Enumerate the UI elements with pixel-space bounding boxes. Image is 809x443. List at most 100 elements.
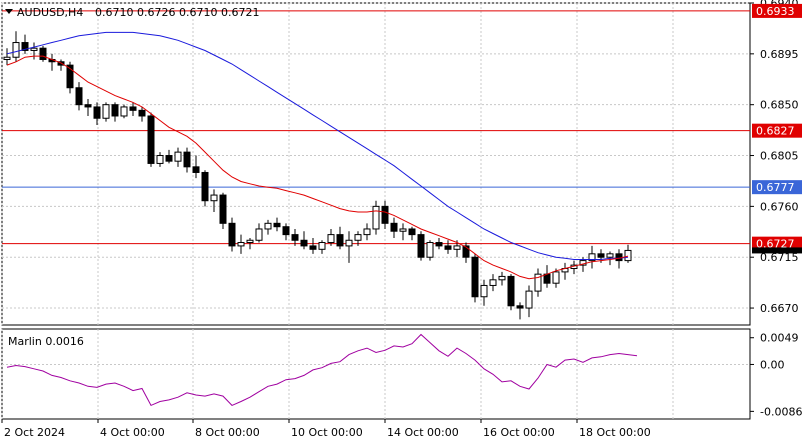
candle-bull (174, 151, 182, 162)
candle-bull (354, 234, 362, 241)
price-tick-label: 0.6895 (760, 48, 799, 61)
level-badge-label: 0.6827 (756, 125, 795, 138)
candle-bull (345, 239, 353, 247)
candle-bear (390, 222, 398, 232)
candle-bear (417, 234, 425, 258)
time-tick-label: 18 Oct 00:00 (579, 426, 651, 439)
price-axis: 0.69400.68950.68500.68050.67600.67150.66… (750, 0, 799, 315)
candle-bear (219, 194, 227, 224)
candle-bear (471, 256, 479, 298)
moving-averages (6, 31, 629, 280)
oscillator-tick-label: 0.00 (760, 358, 785, 371)
candle-bull (534, 273, 542, 292)
candle-bull (498, 275, 506, 281)
candle-bear (138, 109, 146, 117)
candle-bear (192, 166, 200, 173)
candle-bull (489, 279, 497, 286)
candle-bull (606, 253, 614, 258)
level-badge (752, 236, 802, 251)
dropdown-triangle-icon[interactable] (5, 9, 13, 14)
candle-bear (309, 245, 317, 250)
price-tick-label: 0.6715 (760, 251, 799, 264)
price-panel-frame (1, 2, 751, 326)
level-badge-label: 0.6727 (756, 238, 795, 251)
level-badge-label: 0.6933 (756, 5, 795, 18)
candle-bull (264, 222, 272, 230)
candle-bull (525, 290, 533, 309)
candle-bear (201, 171, 209, 202)
ohlc-values: 0.6710 0.6726 0.6710 0.6721 (95, 6, 259, 19)
slow-moving-average-line (6, 31, 629, 260)
oscillator-tick-label: -0.0086 (760, 405, 802, 418)
candle-bull (120, 106, 128, 117)
horizontal-levels (2, 10, 750, 245)
candle-bear (228, 222, 236, 247)
candle-bull (12, 42, 20, 58)
candle-bull (210, 194, 218, 202)
candle-bull (255, 228, 263, 241)
time-tick-label: 14 Oct 00:00 (387, 426, 459, 439)
candle-bear (435, 242, 443, 247)
candle-bear (111, 104, 119, 117)
indicator-panel-frame (1, 328, 751, 420)
candle-bear (507, 275, 515, 307)
candle-bear (336, 234, 344, 247)
time-tick-label: 16 Oct 00:00 (483, 426, 555, 439)
level-badge (752, 123, 802, 138)
candle-bull (552, 271, 560, 284)
fast-moving-average-line (6, 55, 629, 280)
candle-bear (39, 47, 47, 60)
level-badge (752, 180, 802, 195)
candle-bear (597, 253, 605, 258)
price-tick-label: 0.6805 (760, 150, 799, 163)
candle-bear (93, 106, 101, 119)
candle-bull (30, 47, 38, 51)
candle-bull (372, 205, 380, 230)
candle-bear (282, 226, 290, 236)
candle-bull (246, 239, 254, 244)
oscillator (6, 333, 638, 407)
time-tick-label: 8 Oct 00:00 (195, 426, 260, 439)
level-labels: 0.6933 0.6827 0.6777 0.6727 (752, 3, 802, 254)
time-tick-label: 10 Oct 00:00 (291, 426, 363, 439)
candle-bull (237, 242, 245, 247)
candle-bull (480, 284, 488, 298)
candle-bear (66, 64, 74, 89)
symbol-label: AUDUSD,H4 (17, 6, 83, 19)
level-badge-label: 0.6777 (756, 181, 795, 194)
candle-bull (327, 234, 335, 244)
candle-bull (399, 228, 407, 232)
candle-bull (3, 56, 11, 60)
candle-bull (156, 155, 164, 164)
candle-bear (543, 273, 551, 284)
candle-bear (129, 106, 137, 111)
marlin-oscillator-line (6, 333, 638, 407)
time-axis: 2 Oct 2024 4 Oct 00:00 8 Oct 00:00 10 Oct 0… (1, 419, 651, 439)
candlesticks (3, 31, 632, 320)
candle-bull (624, 249, 632, 262)
level-badge (752, 3, 802, 18)
candle-bear (462, 245, 470, 258)
candle-bull (102, 104, 110, 119)
candle-bull (588, 253, 596, 262)
candle-bear (300, 239, 308, 247)
time-tick-label: 4 Oct 00:00 (100, 426, 165, 439)
candle-bull (318, 242, 326, 250)
candle-bear (444, 245, 452, 250)
candle-bear (75, 87, 83, 106)
candle-bear (183, 151, 191, 168)
time-tick-label: 2 Oct 2024 (4, 426, 65, 439)
price-tick-label: 0.6760 (760, 200, 799, 213)
candle-bear (516, 305, 524, 309)
candle-bear (273, 222, 281, 228)
candle-bear (147, 115, 155, 164)
candle-bear (381, 205, 389, 224)
candle-bear (408, 228, 416, 236)
candle-bear (615, 253, 623, 262)
price-tick-label: 0.6670 (760, 302, 799, 315)
price-tick-label: 0.6850 (760, 99, 799, 112)
candle-bear (165, 155, 173, 162)
oscillator-axis: 0.0049 0.00 -0.0086 (750, 332, 802, 418)
candle-bear (291, 234, 299, 241)
